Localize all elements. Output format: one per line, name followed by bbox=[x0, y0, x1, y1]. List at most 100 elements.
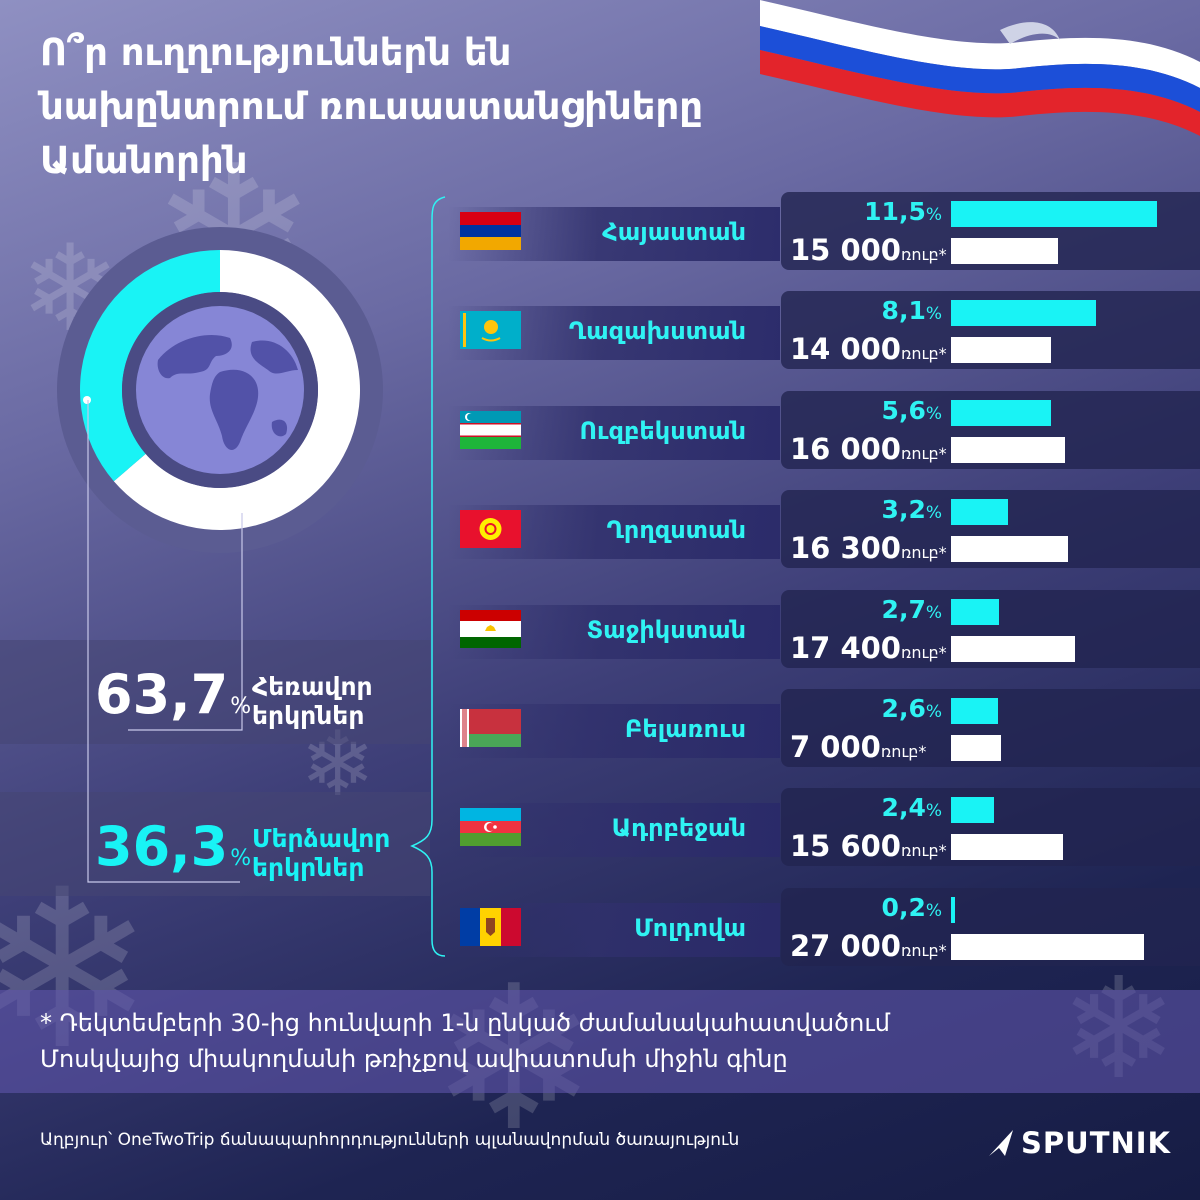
share-value: 2,6 bbox=[881, 694, 926, 723]
country-row: Ուզբեկստան 5,6% 16 000ռուբ* bbox=[0, 390, 1200, 481]
share-value: 2,7 bbox=[881, 594, 926, 624]
share-value: 0,2 bbox=[881, 892, 926, 922]
title-line: Ո՞ր ուղղություններն են bbox=[40, 31, 512, 74]
near-countries-band bbox=[0, 792, 430, 896]
country-name: Հայաստան bbox=[602, 218, 746, 246]
country-row: Մոլդովա 0,2% 27 000ռուբ* bbox=[0, 887, 1200, 978]
far-countries-value: 63,7 bbox=[95, 663, 229, 726]
price-bar bbox=[951, 238, 1059, 264]
page-title: Ո՞ր ուղղություններն են նախընտրում ռուսաս… bbox=[40, 26, 840, 188]
russian-flag-ribbon-icon bbox=[760, 0, 1200, 136]
country-name: Մոլդովա bbox=[634, 913, 746, 942]
share-unit: % bbox=[925, 702, 942, 722]
share-bar bbox=[951, 698, 998, 724]
share-label: 3,2% bbox=[800, 496, 942, 527]
tajikistan-flag-icon bbox=[460, 609, 521, 648]
price-bar bbox=[951, 337, 1052, 364]
country-row: Տաջիկստան 2,7% 17 400ռուբ* bbox=[0, 589, 1200, 680]
share-label: 2,6% bbox=[800, 695, 942, 726]
near-countries-percent: 36,3% bbox=[95, 820, 251, 874]
price-value: 14 000 bbox=[790, 332, 901, 367]
label-line: երկրներ bbox=[252, 853, 365, 882]
label-line: երկրներ bbox=[252, 701, 365, 730]
price-value: 7 000 bbox=[790, 730, 881, 764]
country-name: Ղազախստան bbox=[568, 317, 746, 346]
moldova-flag-icon bbox=[460, 907, 521, 946]
share-bar bbox=[951, 896, 955, 923]
price-label: 15 000ռուբ* bbox=[790, 234, 947, 271]
price-unit: ռուբ* bbox=[901, 245, 947, 264]
share-bar bbox=[951, 598, 1000, 625]
share-unit: % bbox=[925, 403, 942, 424]
label-line: Հեռավոր bbox=[252, 672, 373, 701]
price-unit: ռուբ* bbox=[901, 642, 947, 662]
sputnik-logo: SPUTNIK bbox=[985, 1124, 1170, 1164]
price-label: 27 000ռուբ* bbox=[790, 930, 947, 967]
country-name: Ուզբեկստան bbox=[579, 416, 747, 445]
sputnik-arrow-icon bbox=[989, 1130, 1013, 1156]
price-value: 15 600 bbox=[790, 829, 901, 864]
price-value: 27 000 bbox=[790, 928, 901, 963]
price-label: 15 600ռուբ* bbox=[790, 830, 947, 867]
price-label: 16 000ռուբ* bbox=[790, 433, 947, 470]
share-unit: % bbox=[925, 304, 942, 325]
country-name: Տաջիկստան bbox=[586, 615, 746, 644]
country-name: Բելառուս bbox=[624, 715, 746, 743]
price-bar bbox=[951, 933, 1144, 960]
price-unit: ռուբ* bbox=[901, 543, 947, 563]
price-unit: ռուբ* bbox=[901, 940, 947, 960]
country-row: Ղրղզստան 3,2% 16 300ռուբ* bbox=[0, 490, 1200, 580]
price-value: 16 000 bbox=[790, 431, 901, 466]
pie-slice-far-countries bbox=[113, 250, 360, 530]
country-name: Ղրղզստան bbox=[606, 516, 746, 545]
share-unit: % bbox=[925, 503, 942, 524]
share-value: 8,1 bbox=[881, 296, 926, 326]
price-bar bbox=[951, 834, 1063, 861]
share-bar bbox=[951, 499, 1009, 526]
price-value: 16 300 bbox=[790, 531, 901, 566]
share-label: 0,2% bbox=[800, 892, 942, 925]
title-line: նախընտրում ռուսաստանցիները bbox=[40, 85, 703, 128]
price-label: 16 300ռուբ* bbox=[790, 532, 947, 569]
share-label: 2,4% bbox=[800, 794, 942, 825]
price-unit: ռուբ* bbox=[880, 742, 927, 761]
logo-text: SPUTNIK bbox=[1021, 1126, 1172, 1160]
footnote: * Դեկտեմբերի 30-ից հունվարի 1-ն ընկած ժա… bbox=[40, 1005, 1160, 1077]
kyrgyzstan-flag-icon bbox=[460, 510, 521, 549]
share-unit: % bbox=[925, 801, 942, 822]
title-line: Ամանորին bbox=[40, 139, 248, 182]
label-line: Մերձավոր bbox=[252, 824, 391, 853]
share-label: 8,1% bbox=[800, 297, 942, 328]
country-row: Ադրբեջան 2,4% 15 600ռուբ* bbox=[0, 788, 1200, 878]
share-value: 2,4 bbox=[881, 793, 926, 823]
far-countries-band bbox=[0, 640, 430, 744]
share-unit: % bbox=[925, 602, 942, 623]
price-unit: ռուբ* bbox=[901, 344, 947, 364]
country-row: Հայաստան 11,5% 15 000ռուբ* bbox=[0, 192, 1200, 282]
share-unit: % bbox=[925, 900, 942, 921]
share-value: 3,2 bbox=[881, 495, 926, 525]
uzbekistan-flag-icon bbox=[460, 410, 521, 449]
share-label: 5,6% bbox=[800, 396, 942, 428]
share-label: 11,5% bbox=[800, 198, 942, 229]
share-bar bbox=[951, 201, 1157, 227]
price-label: 7 000ռուբ* bbox=[790, 731, 926, 768]
price-unit: ռուբ* bbox=[901, 841, 947, 861]
country-name: Ադրբեջան bbox=[611, 814, 746, 843]
share-bar bbox=[951, 300, 1097, 327]
footnote-line: * Դեկտեմբերի 30-ից հունվարի 1-ն ընկած ժա… bbox=[40, 1009, 890, 1037]
share-bar bbox=[951, 797, 994, 824]
armenia-flag-icon bbox=[460, 212, 521, 250]
price-bar bbox=[951, 536, 1068, 563]
near-countries-label: Մերձավոր երկրներ bbox=[252, 824, 390, 882]
far-countries-percent: 63,7% bbox=[95, 668, 251, 722]
price-bar bbox=[951, 735, 1002, 761]
belarus-flag-icon bbox=[460, 709, 521, 747]
price-value: 17 400 bbox=[790, 630, 901, 665]
near-countries-value: 36,3 bbox=[95, 815, 229, 878]
source-note: Աղբյուր՝ OneTwoTrip ճանապարհորդություննե… bbox=[40, 1130, 740, 1150]
share-bar bbox=[951, 399, 1052, 426]
price-bar bbox=[951, 635, 1076, 662]
